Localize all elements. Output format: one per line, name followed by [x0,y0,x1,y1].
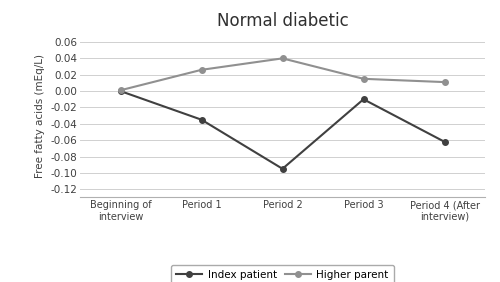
Index patient [118,89,124,93]
Y-axis label: Free fatty acids (mEq/L): Free fatty acids (mEq/L) [35,54,45,178]
Higher parent [360,77,366,81]
Higher parent [198,68,204,72]
Higher parent [118,89,124,92]
Index patient [280,167,285,170]
Higher parent [442,80,448,84]
Index patient [198,118,204,121]
Index patient [442,140,448,144]
Line: Index patient: Index patient [118,88,448,171]
Legend: Index patient, Higher parent: Index patient, Higher parent [171,265,394,282]
Title: Normal diabetic: Normal diabetic [216,12,348,30]
Index patient [360,98,366,101]
Line: Higher parent: Higher parent [118,56,448,93]
Higher parent [280,57,285,60]
